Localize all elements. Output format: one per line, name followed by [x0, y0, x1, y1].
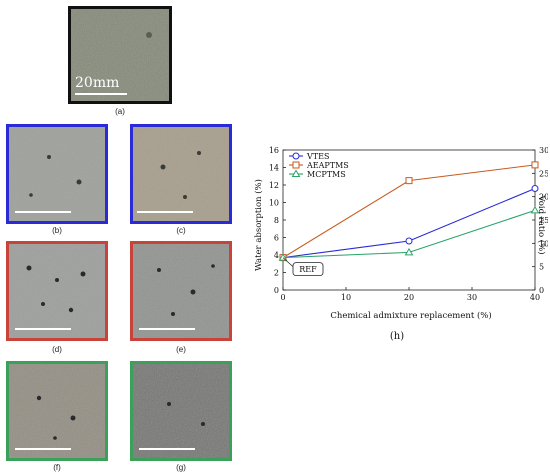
specimen-photo-c [130, 124, 232, 224]
y-tick-label: 6 [274, 234, 279, 243]
data-point-mcptms [530, 205, 540, 214]
ref-box [292, 262, 324, 277]
specimen-photo-g [130, 361, 232, 461]
scale-bar [15, 328, 71, 330]
concrete-texture [9, 244, 105, 338]
scale-bar [15, 211, 71, 213]
concrete-texture [71, 9, 169, 101]
legend-label-aeaptms: AEAPTMS [306, 161, 349, 170]
panel-label-d: (d) [52, 345, 62, 354]
scale-bar [15, 448, 71, 450]
y-tick-label: 16 [269, 146, 279, 155]
y-tick-label: 8 [274, 216, 279, 225]
y2-tick-label: 25 [539, 169, 548, 178]
data-point-aeaptms [531, 161, 539, 169]
y2-tick-label: 0 [539, 286, 544, 295]
data-point-aeaptms [405, 177, 413, 185]
ref-annotation: REF [299, 265, 317, 274]
panel-label-c: (c) [176, 226, 186, 235]
concrete-texture [9, 127, 105, 221]
y-tick-label: 12 [269, 181, 279, 190]
x-tick-label: 30 [467, 293, 477, 302]
concrete-texture [133, 127, 229, 221]
specimen-photo-b [6, 124, 108, 224]
panel-label-e: (e) [176, 345, 186, 354]
data-point-mcptms [278, 253, 288, 261]
x-axis-label: Chemical admixture replacement (%) [330, 310, 491, 321]
concrete-texture [9, 364, 105, 458]
legend-label-mcptms: MCPTMS [307, 170, 346, 179]
x-tick-label: 40 [530, 293, 540, 302]
panel-label-a: (a) [115, 107, 125, 116]
y2-tick-label: 10 [539, 239, 548, 248]
panel-label-g: (g) [176, 463, 186, 472]
y-tick-label: 4 [274, 251, 279, 260]
specimen-photo-d [6, 241, 108, 341]
y2-tick-label: 5 [539, 263, 544, 272]
specimen-photo-e [130, 241, 232, 341]
specimen-photo-a: 20mm [68, 6, 172, 104]
concrete-texture [133, 364, 229, 458]
ref-leader-line [282, 257, 294, 267]
legend-label-vtes: VTES [306, 152, 329, 161]
y2-tick-label: 15 [539, 216, 548, 225]
y-tick-label: 10 [269, 199, 279, 208]
x-tick-label: 10 [341, 293, 351, 302]
data-point-mcptms [404, 247, 414, 256]
legend-marker-mcptms [291, 169, 301, 177]
y-axis-label: Water absorption (%) [253, 179, 264, 271]
y2-tick-label: 30 [539, 146, 548, 155]
x-tick-label: 0 [280, 293, 285, 302]
y-tick-label: 0 [274, 286, 279, 295]
panel-label-b: (b) [52, 226, 62, 235]
y-tick-label: 2 [274, 269, 279, 278]
scale-bar [75, 93, 127, 95]
scale-text: 20mm [75, 75, 120, 91]
x-tick-label: 20 [404, 293, 414, 302]
y-tick-label: 14 [269, 164, 279, 173]
scale-bar [139, 448, 195, 450]
data-point-vtes [405, 237, 413, 245]
panel-label-f: (f) [53, 463, 61, 472]
legend-marker-aeaptms [292, 161, 300, 169]
y2-axis-label: Void ratio (%) [536, 194, 547, 254]
concrete-texture [133, 244, 229, 338]
scale-bar [137, 211, 193, 213]
scale-bar [139, 328, 195, 330]
legend-marker-vtes [292, 152, 300, 160]
y2-tick-label: 20 [539, 193, 548, 202]
specimen-photo-f [6, 361, 108, 461]
data-point-vtes [531, 185, 539, 192]
panel-label-h: (h) [390, 331, 404, 342]
